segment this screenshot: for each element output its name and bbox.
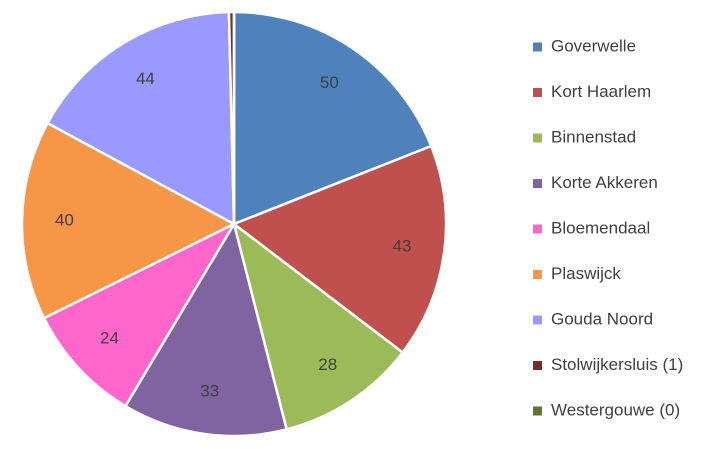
legend-label: Westergouwe (0) bbox=[551, 400, 680, 419]
data-label: 24 bbox=[100, 329, 119, 348]
legend-swatch bbox=[533, 42, 542, 52]
legend-label: Kort Haarlem bbox=[551, 82, 651, 101]
pie-slice bbox=[20, 121, 237, 320]
legend-label: Korte Akkeren bbox=[551, 173, 658, 192]
legend-label: Gouda Noord bbox=[551, 309, 653, 328]
data-label: 33 bbox=[200, 381, 219, 400]
data-label: 50 bbox=[320, 73, 339, 92]
legend-swatch bbox=[533, 361, 542, 370]
data-label: 28 bbox=[318, 355, 337, 374]
pie-slice bbox=[42, 220, 238, 408]
legend-swatch bbox=[533, 224, 542, 234]
data-label: 43 bbox=[393, 237, 412, 256]
legend-label: Bloemendaal bbox=[551, 218, 650, 237]
pie-slice bbox=[45, 10, 236, 227]
legend-swatch bbox=[533, 133, 542, 143]
pie-slice bbox=[231, 144, 448, 355]
legend-label: Goverwelle bbox=[551, 36, 636, 55]
legend-label: Plaswijck bbox=[551, 264, 621, 283]
legend-label: Binnenstad bbox=[551, 127, 636, 146]
data-label: 40 bbox=[55, 210, 74, 229]
data-label: 44 bbox=[136, 69, 155, 88]
legend-swatch bbox=[533, 270, 542, 279]
pie-slice bbox=[231, 220, 405, 431]
legend-swatch bbox=[533, 315, 542, 325]
legend-swatch bbox=[533, 88, 542, 97]
pie-slice bbox=[232, 10, 433, 226]
legend-swatch bbox=[533, 406, 542, 416]
legend-label: Stolwijkersluis (1) bbox=[551, 355, 683, 374]
pie-slice bbox=[123, 220, 289, 438]
legend-swatch bbox=[533, 179, 542, 188]
